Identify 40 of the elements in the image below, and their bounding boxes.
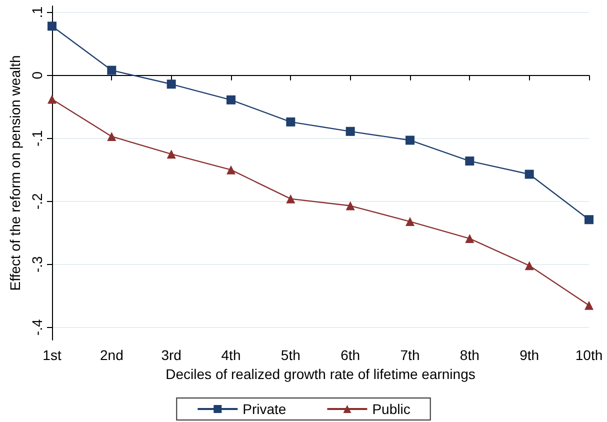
point [465,234,474,244]
point [524,170,534,179]
point [48,22,56,31]
point [166,80,176,89]
point [346,126,355,136]
y-axis-title: Effect of the reform on pension wealth [7,55,23,291]
point [346,201,355,210]
point [286,194,296,204]
point [584,300,594,310]
x-tick-label: 1st [42,347,62,363]
y-tick-label: -.4 [29,319,45,336]
point [465,156,474,166]
x-tick-label: 9th [520,347,540,363]
point [166,150,176,159]
x-tick-label: 7th [400,347,420,363]
x-tick-label: 8th [460,347,480,363]
x-tick-label: 6th [340,347,360,363]
y-tick-label: -.1 [29,130,45,147]
x-tick-label: 3rd [161,347,182,363]
legend-label: Public [372,401,410,417]
x-tick-label: 5th [280,347,300,363]
y-tick-label: 0 [29,71,45,80]
point [48,94,56,104]
x-tick-label: 4th [221,347,241,363]
y-tick-label: -.2 [29,192,45,210]
point [226,165,236,174]
point [406,136,414,145]
legend-label: Private [242,401,286,417]
point [584,215,594,224]
point [406,217,414,226]
point [226,95,236,104]
point [286,117,296,126]
point [524,261,534,270]
y-tick-label: .1 [29,6,45,18]
point [107,132,116,141]
x-axis-title: Deciles of realized growth rate of lifetime earnings [166,366,476,382]
y-tick-label: -.3 [29,256,45,273]
point [107,66,116,75]
x-tick-label: 10th [575,347,603,363]
x-tick-label: 2nd [100,347,124,363]
